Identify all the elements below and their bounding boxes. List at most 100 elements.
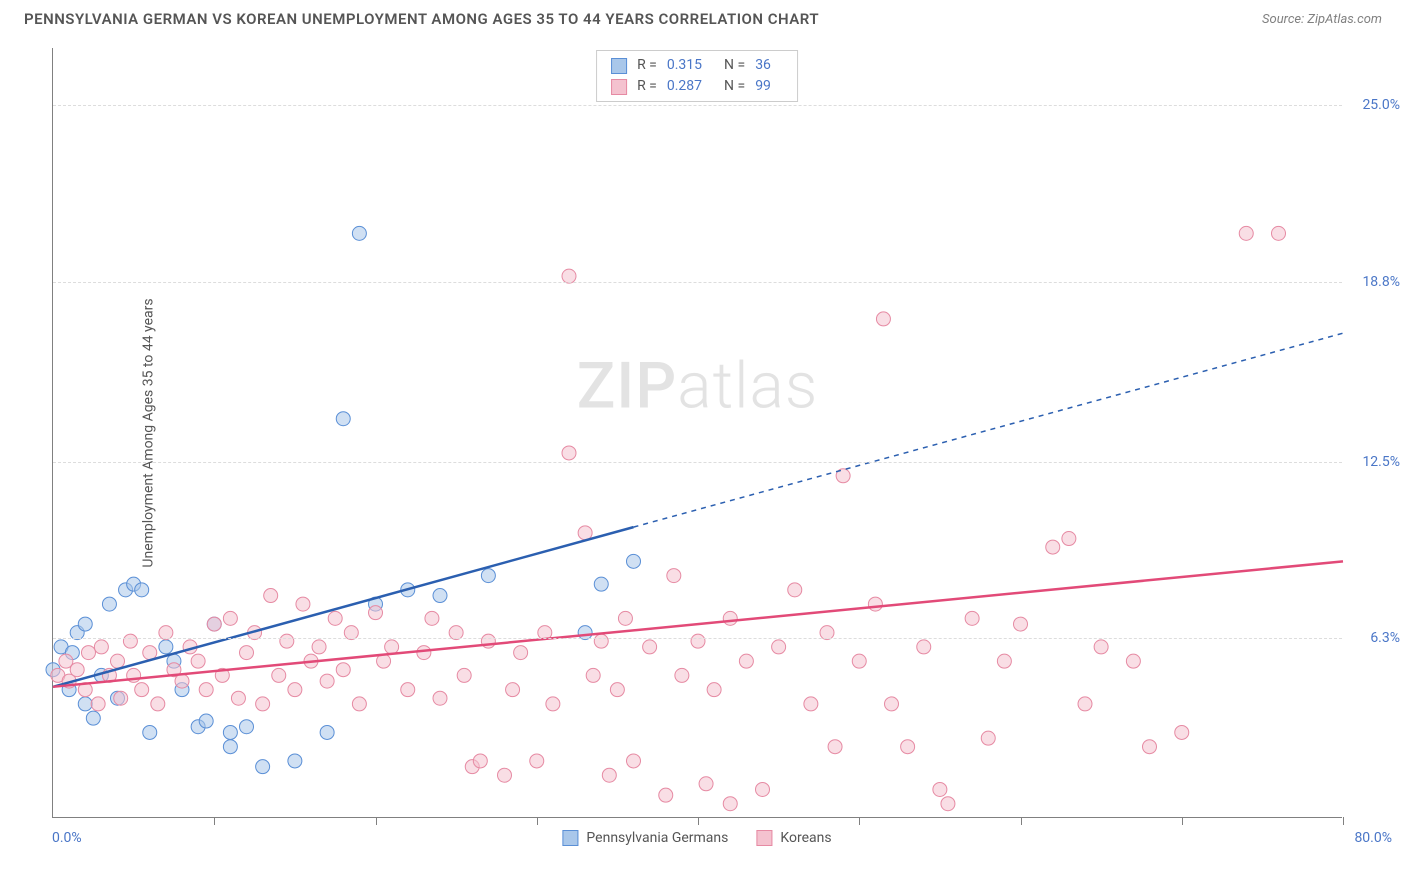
data-point [610,683,624,697]
legend-item: Pennsylvania Germans [562,830,728,846]
x-tick [698,817,699,825]
data-point [401,683,415,697]
data-point [594,634,608,648]
data-point [223,611,237,625]
x-axis-min-label: 0.0% [52,830,82,846]
gridline [53,105,1342,106]
data-point [1126,654,1140,668]
data-point [618,611,632,625]
data-point [530,754,544,768]
data-point [675,668,689,682]
legend-swatch [756,830,772,846]
data-point [1014,617,1028,631]
legend-label: Pennsylvania Germans [586,830,728,846]
data-point [756,782,770,796]
data-point [199,683,213,697]
data-point [151,697,165,711]
data-point [320,725,334,739]
data-point [135,583,149,597]
x-tick [214,817,215,825]
data-point [288,683,302,697]
x-tick [1182,817,1183,825]
data-point [256,697,270,711]
data-point [143,725,157,739]
legend-swatch [562,830,578,846]
data-point [240,646,254,660]
x-tick [1021,817,1022,825]
data-point [594,577,608,591]
legend-item: Koreans [756,830,831,846]
data-point [627,554,641,568]
data-point [506,683,520,697]
y-tick-label: 25.0% [1362,97,1400,113]
data-point [191,654,205,668]
data-point [627,754,641,768]
data-point [78,697,92,711]
data-point [546,697,560,711]
data-point [159,640,173,654]
data-point [643,640,657,654]
x-tick [537,817,538,825]
data-point [1046,540,1060,554]
data-point [78,617,92,631]
data-point [901,740,915,754]
data-point [562,446,576,460]
data-point [231,691,245,705]
data-point [917,640,931,654]
n-value: 36 [755,55,771,76]
r-value: 0.315 [667,55,702,76]
data-point [457,668,471,682]
data-point [433,691,447,705]
chart-title: PENNSYLVANIA GERMAN VS KOREAN UNEMPLOYME… [24,10,819,28]
data-point [691,634,705,648]
x-tick [859,817,860,825]
x-tick [376,817,377,825]
data-point [102,597,116,611]
data-point [473,754,487,768]
series-swatch [611,58,627,74]
data-point [312,640,326,654]
data-point [70,663,84,677]
data-point [425,611,439,625]
data-point [336,663,350,677]
data-point [498,768,512,782]
data-point [1175,725,1189,739]
data-point [1078,697,1092,711]
data-point [981,731,995,745]
data-point [772,640,786,654]
legend: Pennsylvania Germans Koreans [562,830,831,846]
data-point [199,714,213,728]
y-axis-title: Unemployment Among Ages 35 to 44 years [141,298,157,567]
x-axis-max-label: 80.0% [1354,830,1392,846]
data-point [328,611,342,625]
data-point [876,312,890,326]
data-point [481,569,495,583]
data-point [385,640,399,654]
data-point [91,697,105,711]
data-point [264,589,278,603]
r-label: R = [637,55,657,76]
data-point [207,617,221,631]
data-point [586,668,600,682]
data-point [1094,640,1108,654]
data-point [868,597,882,611]
data-point [1062,532,1076,546]
data-point [723,797,737,811]
x-tick [1343,817,1344,825]
n-label: N = [724,76,745,97]
data-point [1143,740,1157,754]
data-point [336,412,350,426]
data-point [114,691,128,705]
r-label: R = [637,76,657,97]
data-point [1239,226,1253,240]
data-point [94,640,108,654]
data-point [280,634,294,648]
gridline [53,282,1342,283]
stats-row: R =0.315N =36 [611,55,783,76]
data-point [997,654,1011,668]
data-point [123,634,137,648]
data-point [514,646,528,660]
stats-row: R =0.287N =99 [611,76,783,97]
data-point [1272,226,1286,240]
data-point [739,654,753,668]
